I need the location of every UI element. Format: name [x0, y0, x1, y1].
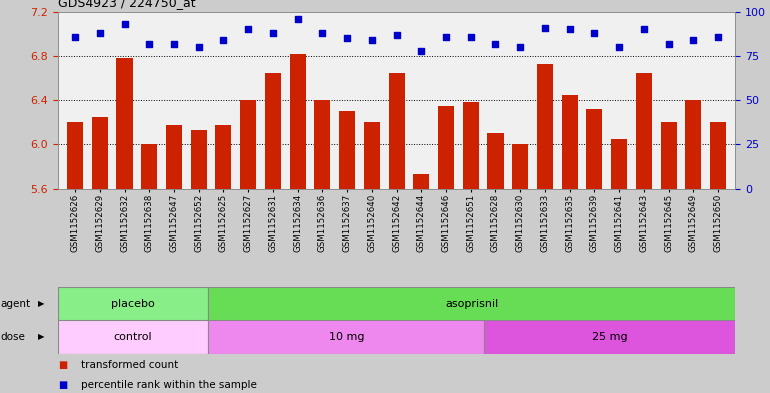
Point — [390, 31, 403, 38]
Bar — [141, 145, 157, 189]
Point — [316, 30, 329, 36]
Point — [217, 37, 229, 43]
Bar — [339, 111, 355, 189]
Bar — [484, 320, 735, 354]
Bar — [209, 320, 484, 354]
Bar — [389, 73, 404, 189]
Point — [192, 44, 205, 50]
Bar — [191, 130, 207, 189]
Bar — [363, 122, 380, 189]
Point — [564, 26, 576, 33]
Bar — [537, 64, 553, 189]
Bar — [661, 122, 677, 189]
Bar — [216, 125, 232, 189]
Bar — [438, 106, 454, 189]
Text: ■: ■ — [58, 380, 67, 390]
Point — [613, 44, 625, 50]
Point — [415, 48, 427, 54]
Point — [638, 26, 650, 33]
Point — [539, 24, 551, 31]
Bar — [487, 133, 504, 189]
Text: percentile rank within the sample: percentile rank within the sample — [81, 380, 256, 390]
Point — [464, 33, 477, 40]
Bar — [240, 100, 256, 189]
Text: 25 mg: 25 mg — [592, 332, 628, 342]
Text: agent: agent — [1, 299, 31, 309]
Text: ▶: ▶ — [38, 332, 45, 342]
Text: dose: dose — [1, 332, 25, 342]
Point — [366, 37, 378, 43]
Text: control: control — [114, 332, 152, 342]
Bar — [685, 100, 701, 189]
Bar — [116, 58, 132, 189]
Bar — [290, 54, 306, 189]
Bar — [512, 145, 528, 189]
Bar — [710, 122, 726, 189]
Text: 10 mg: 10 mg — [329, 332, 364, 342]
Text: transformed count: transformed count — [81, 360, 178, 371]
Bar — [413, 174, 430, 189]
Text: GDS4923 / 224750_at: GDS4923 / 224750_at — [58, 0, 196, 9]
Point — [119, 21, 131, 27]
Bar — [586, 109, 602, 189]
Text: placebo: placebo — [111, 299, 155, 309]
Text: ■: ■ — [58, 360, 67, 371]
Bar — [636, 73, 652, 189]
Point — [662, 40, 675, 47]
Bar — [314, 100, 330, 189]
Bar — [58, 287, 209, 320]
Point — [489, 40, 501, 47]
Text: asoprisnil: asoprisnil — [445, 299, 498, 309]
Point — [168, 40, 180, 47]
Point — [94, 30, 106, 36]
Point — [143, 40, 156, 47]
Point — [514, 44, 527, 50]
Point — [341, 35, 353, 41]
Bar — [265, 73, 281, 189]
Point — [266, 30, 279, 36]
Bar — [611, 139, 627, 189]
Bar — [561, 95, 578, 189]
Point — [242, 26, 254, 33]
Bar — [92, 117, 108, 189]
Point — [440, 33, 452, 40]
Point — [687, 37, 699, 43]
Bar — [209, 287, 735, 320]
Point — [69, 33, 81, 40]
Bar — [166, 125, 182, 189]
Point — [712, 33, 725, 40]
Text: ▶: ▶ — [38, 299, 45, 308]
Bar — [58, 320, 209, 354]
Point — [292, 16, 304, 22]
Point — [588, 30, 601, 36]
Bar — [463, 103, 479, 189]
Bar — [67, 122, 83, 189]
